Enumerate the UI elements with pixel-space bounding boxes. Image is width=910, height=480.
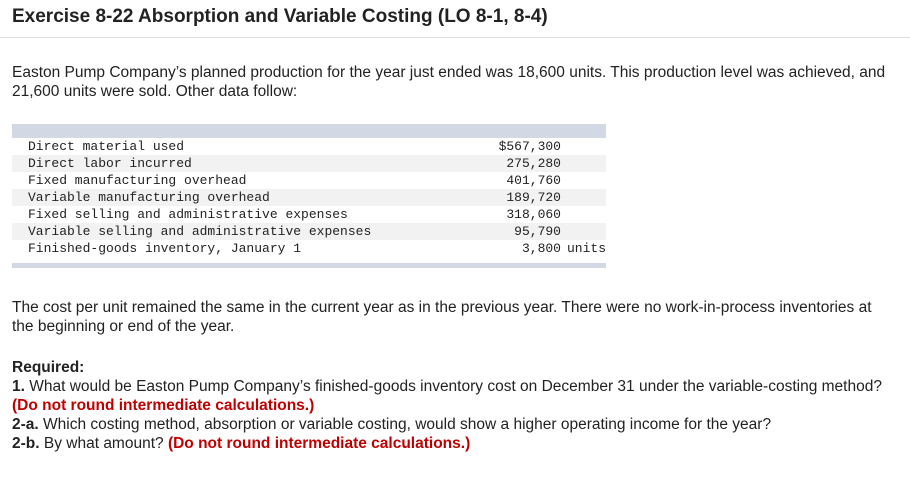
intro: Easton Pump Company’s planned production… bbox=[12, 64, 886, 100]
required: Required: 1. What would be Easton Pump C… bbox=[12, 358, 892, 453]
table-row: Fixed manufacturing overhead 401,760 bbox=[12, 172, 606, 189]
table-cell: 3,800 bbox=[521, 241, 561, 256]
table-row: Direct labor incurred 275,280 bbox=[12, 155, 606, 172]
table-cell bbox=[561, 206, 606, 223]
table-cell bbox=[561, 138, 606, 155]
table-cell: Variable selling and administrative expe… bbox=[12, 223, 452, 240]
table-cell: Fixed manufacturing overhead bbox=[28, 173, 247, 188]
table-footer-bar bbox=[12, 263, 606, 268]
title: Exercise 8-22 Absorption and Variable Co… bbox=[12, 6, 548, 27]
table-cell: Finished-goods inventory, January 1 bbox=[28, 241, 302, 256]
item-note: (Do not round intermediate calculations.… bbox=[12, 397, 315, 414]
divider bbox=[0, 37, 910, 38]
item-text: By what amount? bbox=[43, 435, 164, 452]
item-note: (Do not round intermediate calculations.… bbox=[167, 435, 471, 452]
item-number: 2-b. bbox=[12, 435, 40, 452]
table-row: Direct material used $567,300 bbox=[12, 138, 606, 155]
table-row: Variable selling and administrative expe… bbox=[12, 223, 606, 240]
required-heading: Required: bbox=[12, 359, 85, 376]
table-cell: Direct labor incurred bbox=[12, 155, 452, 172]
table-cell: 95,790 bbox=[451, 223, 561, 240]
table: Direct material used $567,300 Direct labor… bbox=[12, 138, 606, 257]
item-text: What would be Easton Pump Company’s fini… bbox=[29, 378, 882, 395]
table-cell: $567,300 bbox=[498, 139, 561, 154]
paragraph: The cost per unit remained the same in t… bbox=[12, 299, 872, 335]
item-number: 2-a. bbox=[12, 416, 39, 433]
table-cell: 401,760 bbox=[506, 173, 561, 188]
table-row: Variable manufacturing overhead 189,720 bbox=[12, 189, 606, 206]
table-cell: 189,720 bbox=[451, 189, 561, 206]
table-cell: 318,060 bbox=[506, 207, 561, 222]
table-cell: units bbox=[566, 241, 606, 256]
table-cell bbox=[561, 172, 606, 189]
table-cell: 275,280 bbox=[451, 155, 561, 172]
table-cell: Variable manufacturing overhead bbox=[12, 189, 452, 206]
item-text: Which costing method, absorption or vari… bbox=[43, 416, 772, 433]
item-number: 1. bbox=[12, 378, 25, 395]
table-row: Fixed selling and administrative expense… bbox=[12, 206, 606, 223]
table-cell bbox=[560, 155, 606, 172]
required-item: 2-b. By what amount? (Do not round inter… bbox=[12, 434, 892, 453]
table-cell bbox=[560, 223, 606, 240]
required-item: 1. What would be Easton Pump Company’s f… bbox=[12, 377, 892, 415]
table-row: Finished-goods inventory, January 1 3,800… bbox=[12, 240, 606, 257]
table-cell: Fixed selling and administrative expense… bbox=[28, 207, 348, 222]
data-table: Direct material used $567,300 Direct labor… bbox=[12, 124, 606, 268]
table-cell bbox=[560, 189, 606, 206]
table-header-bar bbox=[12, 124, 606, 138]
required-item: 2-a. Which costing method, absorption or… bbox=[12, 415, 892, 434]
table-cell: Direct material used bbox=[28, 139, 185, 154]
